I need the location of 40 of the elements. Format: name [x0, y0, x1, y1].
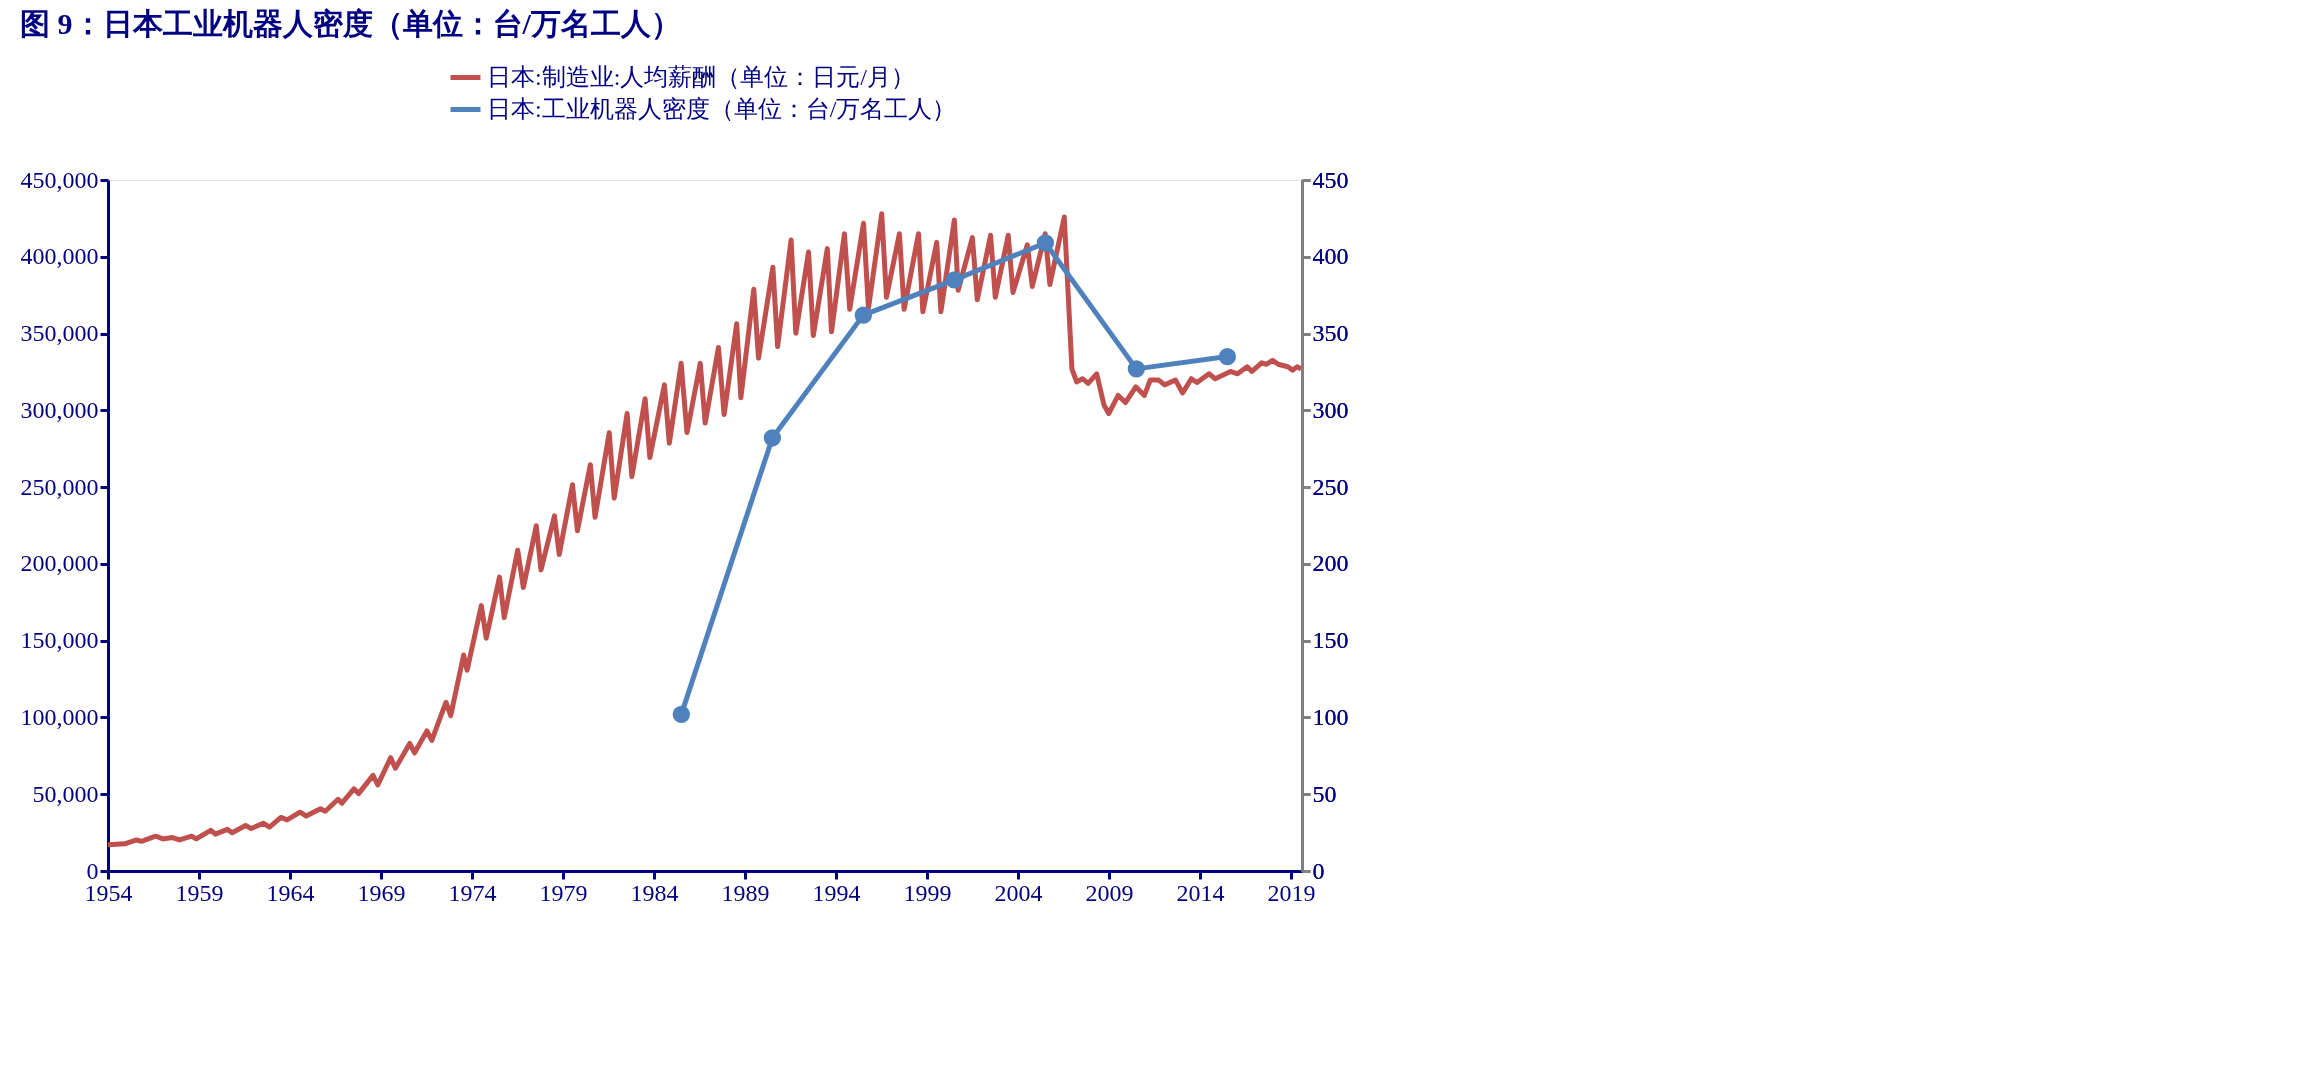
y-tick-label: 400,000	[20, 243, 99, 270]
chart-title: 图 9：日本工业机器人密度（单位：台/万名工人）	[20, 7, 681, 40]
y-tick-label: 250,000	[20, 473, 99, 500]
y-tick-label: 350,000	[20, 320, 99, 347]
y-tick-label: 450,000	[20, 166, 99, 193]
y2-tick-label: 300	[1312, 396, 1349, 423]
legend-label: 日本:制造业:人均薪酬（单位：日元/月）	[487, 63, 916, 90]
y-tick-label: 300,000	[20, 396, 99, 423]
legend-label: 日本:工业机器人密度（单位：台/万名工人）	[487, 95, 957, 122]
x-tick-label: 1994	[812, 879, 861, 906]
y2-tick-label: 100	[1312, 703, 1349, 730]
x-tick-label: 1989	[721, 879, 770, 906]
y2-tick-label: 350	[1312, 320, 1349, 347]
y-tick-label: 50,000	[32, 780, 99, 807]
x-tick-label: 1959	[175, 879, 224, 906]
x-tick-label: 2009	[1085, 879, 1134, 906]
y2-tick-label: 400	[1312, 243, 1349, 270]
x-tick-label: 1974	[448, 879, 497, 906]
x-tick-label: 2014	[1176, 879, 1225, 906]
y2-tick-label: 250	[1312, 473, 1349, 500]
y2-tick-label: 200	[1312, 550, 1349, 577]
point	[672, 705, 690, 724]
x-tick-label: 2004	[994, 879, 1043, 906]
point	[1127, 360, 1146, 378]
y-tick-label: 200,000	[20, 550, 99, 577]
x-tick-label: 1999	[903, 879, 952, 906]
x-tick-label: 1984	[630, 879, 679, 906]
y-tick-label: 100,000	[20, 703, 99, 730]
point	[1036, 234, 1055, 252]
y2-tick-label: 450	[1312, 166, 1349, 193]
x-tick-label: 1964	[266, 879, 315, 906]
y2-tick-label: 50	[1312, 780, 1337, 807]
point	[854, 306, 873, 324]
x-tick-label: 1969	[357, 879, 406, 906]
y2-tick-label: 150	[1312, 627, 1349, 654]
x-tick-label: 1979	[539, 879, 588, 906]
point	[945, 271, 964, 289]
point	[1218, 347, 1237, 366]
point	[763, 429, 781, 447]
y-tick-label: 150,000	[20, 627, 99, 654]
